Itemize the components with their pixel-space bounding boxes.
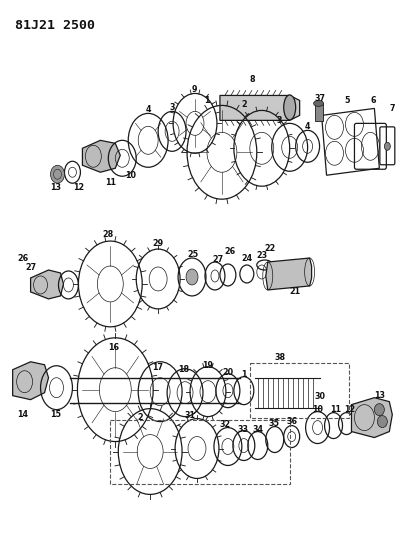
Text: 36: 36 (286, 417, 297, 426)
Polygon shape (31, 270, 63, 299)
Text: 28: 28 (103, 230, 114, 239)
Ellipse shape (384, 142, 390, 150)
Text: 7: 7 (390, 104, 395, 113)
Text: 2: 2 (241, 100, 247, 109)
Polygon shape (82, 140, 120, 172)
Bar (110, 419, 290, 484)
Text: 31: 31 (185, 411, 195, 420)
Bar (250, 363, 349, 417)
Text: 5: 5 (345, 96, 350, 105)
Text: 13: 13 (50, 183, 61, 192)
Polygon shape (266, 258, 312, 290)
Text: 19: 19 (203, 361, 213, 370)
Text: 10: 10 (312, 405, 323, 414)
Text: 29: 29 (152, 239, 164, 247)
Text: 23: 23 (256, 251, 267, 260)
Text: 14: 14 (17, 410, 28, 419)
Text: 21: 21 (289, 287, 300, 296)
Text: 3: 3 (277, 116, 283, 125)
Text: 15: 15 (50, 410, 61, 419)
Text: 27: 27 (213, 255, 224, 263)
Ellipse shape (375, 403, 384, 416)
Text: 18: 18 (178, 365, 189, 374)
Polygon shape (220, 95, 300, 120)
Text: 26: 26 (224, 247, 236, 255)
Ellipse shape (377, 416, 387, 427)
Text: 81J21 2500: 81J21 2500 (15, 19, 95, 31)
Text: 11: 11 (105, 177, 116, 187)
Text: 12: 12 (73, 183, 84, 192)
Text: 3: 3 (169, 103, 175, 112)
Text: 24: 24 (241, 254, 252, 263)
Text: 13: 13 (374, 391, 385, 400)
Text: 25: 25 (187, 249, 199, 259)
Text: 2: 2 (137, 413, 143, 422)
Text: 4: 4 (145, 105, 151, 114)
Text: 8: 8 (249, 75, 255, 84)
Text: 33: 33 (237, 425, 248, 434)
Text: 6: 6 (371, 96, 376, 105)
Text: 27: 27 (25, 263, 36, 272)
Text: 38: 38 (274, 353, 285, 362)
Text: 1: 1 (241, 370, 247, 379)
Text: 9: 9 (191, 85, 197, 94)
Text: 12: 12 (344, 405, 355, 414)
Ellipse shape (186, 269, 198, 285)
Text: 26: 26 (17, 254, 28, 263)
Text: 17: 17 (153, 363, 164, 372)
Polygon shape (13, 362, 49, 400)
Polygon shape (351, 398, 392, 438)
Ellipse shape (284, 95, 296, 120)
Bar (314, 103, 322, 122)
Text: 37: 37 (314, 94, 325, 103)
Text: 35: 35 (268, 419, 279, 428)
Text: 4: 4 (305, 122, 310, 131)
Text: 22: 22 (264, 244, 275, 253)
Text: 32: 32 (219, 420, 230, 429)
Text: 34: 34 (252, 425, 263, 434)
Ellipse shape (51, 165, 64, 183)
Text: 30: 30 (314, 392, 325, 401)
Text: 11: 11 (330, 405, 341, 414)
Ellipse shape (314, 100, 324, 107)
Text: 1: 1 (204, 96, 210, 105)
Text: 10: 10 (125, 171, 136, 180)
Text: 20: 20 (222, 368, 234, 377)
Text: 16: 16 (108, 343, 119, 352)
